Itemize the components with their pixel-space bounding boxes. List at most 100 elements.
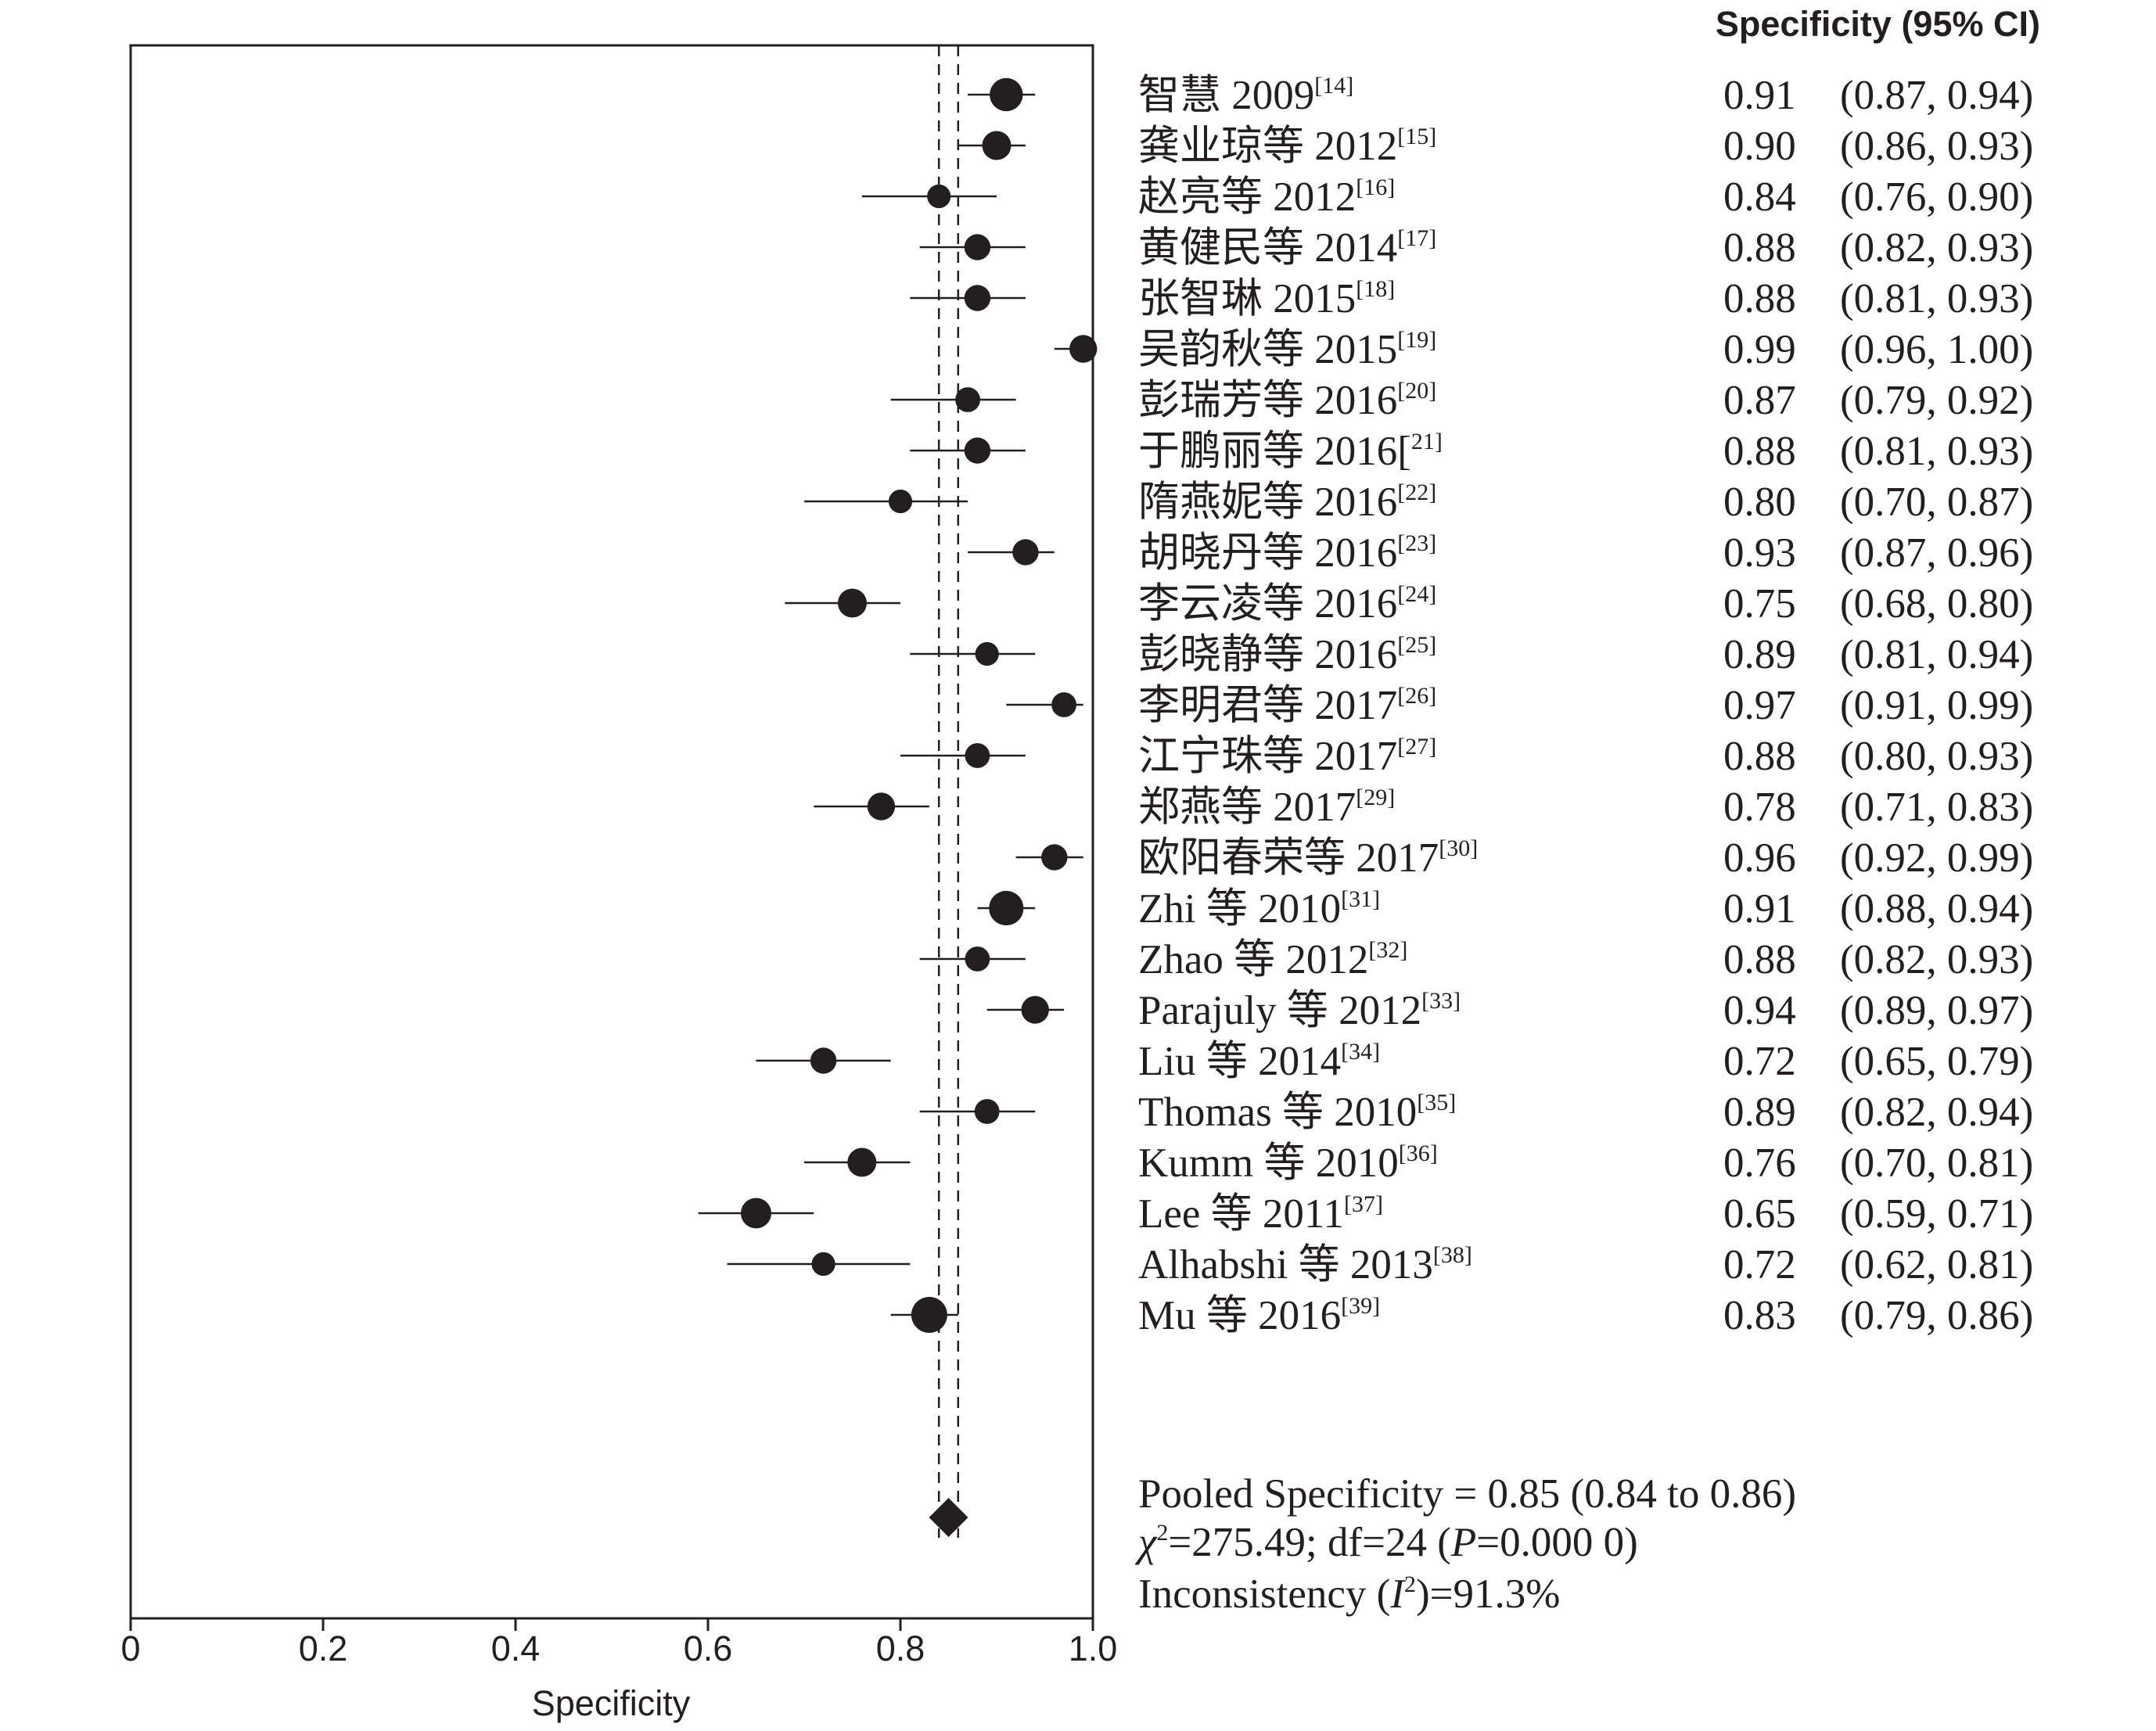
study-name: 郑燕等 2017	[1138, 785, 1356, 830]
study-ci-value: (0.70, 0.87)	[1840, 479, 2033, 525]
study-ci-value: (0.82, 0.94)	[1840, 1090, 2033, 1135]
study-specificity-value: 0.78	[1723, 785, 1796, 830]
study-ci-value: (0.59, 0.71)	[1840, 1191, 2033, 1237]
study-reference: [16]	[1356, 174, 1395, 200]
study-reference: [15]	[1397, 124, 1436, 149]
study-name: 隋燕妮等 2016	[1138, 479, 1397, 525]
study-ci-value: (0.68, 0.80)	[1840, 581, 2033, 627]
study-ci-value: (0.87, 0.96)	[1840, 530, 2033, 576]
pooled-estimate-diamond	[929, 1498, 968, 1537]
study-label: 郑燕等 2017[29]	[1138, 785, 1395, 830]
study-specificity-value: 0.94	[1723, 988, 1796, 1033]
x-axis: 0 0.2 0.4 0.6 0.8 1.0	[120, 1618, 1117, 1668]
study-label: Kumm 等 2010[36]	[1138, 1140, 1438, 1186]
heterogeneity-test: χ2=275.49; df=24 (P=0.000 0)	[1134, 1520, 1638, 1565]
study-point	[847, 1147, 877, 1177]
study-specificity-value: 0.90	[1723, 124, 1796, 169]
study-label: 隋燕妮等 2016[22]	[1138, 479, 1436, 525]
study-name: Thomas 等 2010	[1138, 1090, 1417, 1135]
study-label: 彭晓静等 2016[25]	[1138, 632, 1436, 677]
study-reference: [27]	[1397, 734, 1436, 760]
study-specificity-value: 0.96	[1723, 835, 1796, 881]
study-specificity-value: 0.80	[1723, 479, 1796, 525]
study-specificity-value: 0.88	[1723, 937, 1796, 982]
study-specificity-value: 0.99	[1723, 327, 1796, 372]
study-specificity-value: 0.91	[1723, 73, 1796, 118]
study-point	[975, 641, 999, 666]
study-name: 黄健民等 2014	[1138, 225, 1397, 271]
study-reference: [37]	[1344, 1191, 1383, 1217]
study-ci-value: (0.79, 0.86)	[1840, 1293, 2033, 1338]
study-ci-value: (0.88, 0.94)	[1840, 886, 2033, 932]
study-point	[1041, 844, 1068, 871]
inconsistency-prefix: Inconsistency (	[1138, 1571, 1390, 1617]
study-name: 胡晓丹等 2016	[1138, 530, 1397, 576]
study-point	[964, 234, 991, 260]
chi-exponent: 2	[1156, 1520, 1168, 1546]
study-label: Mu 等 2016[39]	[1138, 1293, 1380, 1338]
study-specificity-value: 0.72	[1723, 1242, 1796, 1287]
study-label: Zhi 等 2010[31]	[1138, 886, 1380, 932]
study-reference: [39]	[1341, 1293, 1380, 1319]
inconsistency-suffix: )=91.3%	[1416, 1571, 1560, 1617]
study-point	[974, 1099, 1000, 1124]
study-point	[982, 131, 1012, 160]
study-label: Parajuly 等 2012[33]	[1138, 988, 1461, 1033]
study-ci-value: (0.76, 0.90)	[1840, 174, 2033, 220]
study-point	[1012, 539, 1039, 566]
study-name: Liu 等 2014	[1138, 1039, 1341, 1084]
study-reference: [31]	[1341, 886, 1380, 912]
study-ci-value: (0.62, 0.81)	[1840, 1242, 2033, 1287]
study-specificity-value: 0.89	[1723, 632, 1796, 677]
study-table: 智慧 2009[14] 0.91 (0.87, 0.94) 龚业琼等 2012[15]…	[1138, 73, 2033, 1338]
study-reference: [34]	[1341, 1039, 1380, 1065]
study-ci-value: (0.89, 0.97)	[1840, 988, 2033, 1033]
study-name: 于鹏丽等 2016[	[1138, 429, 1411, 474]
x-tick-label: 1.0	[1069, 1629, 1118, 1668]
study-label: Liu 等 2014[34]	[1138, 1039, 1380, 1084]
study-specificity-value: 0.88	[1723, 225, 1796, 271]
study-name: 智慧 2009	[1138, 73, 1314, 118]
study-ci-value: (0.96, 1.00)	[1840, 327, 2033, 372]
study-name: 欧阳春荣等 2017	[1138, 835, 1439, 881]
study-ci-value: (0.81, 0.93)	[1840, 429, 2033, 474]
study-specificity-value: 0.88	[1723, 276, 1796, 321]
study-specificity-value: 0.93	[1723, 530, 1796, 576]
study-ci-value: (0.81, 0.93)	[1840, 276, 2033, 321]
study-reference: [25]	[1397, 632, 1436, 658]
study-point	[1021, 996, 1049, 1024]
study-point	[990, 77, 1023, 112]
study-specificity-value: 0.97	[1723, 683, 1796, 728]
study-reference: [14]	[1314, 73, 1353, 99]
study-label: Alhabshi 等 2013[38]	[1138, 1242, 1472, 1287]
study-reference: [29]	[1356, 785, 1395, 810]
study-point	[964, 437, 991, 464]
study-point	[989, 890, 1024, 926]
study-label: 于鹏丽等 2016[21]	[1138, 429, 1443, 474]
study-name: 李明君等 2017	[1138, 683, 1397, 728]
study-name: 彭晓静等 2016	[1138, 632, 1397, 677]
plot-marks	[698, 45, 1098, 1538]
study-point	[741, 1198, 771, 1229]
study-reference: 21]	[1411, 429, 1443, 454]
study-reference: [33]	[1421, 988, 1461, 1014]
study-ci-value: (0.71, 0.83)	[1840, 785, 2033, 830]
i-symbol: I	[1389, 1571, 1406, 1617]
study-reference: [35]	[1417, 1090, 1456, 1115]
study-name: 彭瑞芳等 2016	[1138, 378, 1397, 423]
x-axis-label: Specificity	[532, 1683, 691, 1723]
study-label: 李云凌等 2016[24]	[1138, 581, 1436, 627]
study-name: 张智琳 2015	[1138, 276, 1356, 321]
x-tick-label: 0.6	[684, 1629, 733, 1668]
study-label: 欧阳春荣等 2017[30]	[1138, 835, 1478, 881]
study-name: Mu 等 2016	[1138, 1293, 1341, 1338]
study-specificity-value: 0.83	[1723, 1293, 1796, 1338]
study-point	[955, 387, 980, 412]
x-tick-label: 0	[120, 1629, 140, 1668]
study-point	[1069, 335, 1098, 363]
study-name: 吴韵秋等 2015	[1138, 327, 1397, 372]
study-reference: [20]	[1397, 378, 1436, 404]
i-exponent: 2	[1404, 1571, 1416, 1597]
study-label: 彭瑞芳等 2016[20]	[1138, 378, 1436, 423]
